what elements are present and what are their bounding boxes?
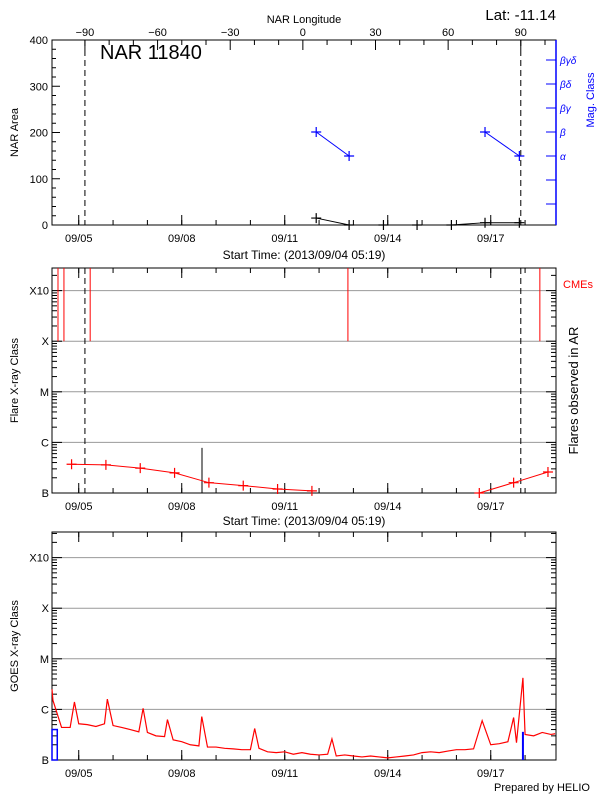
area-point (514, 217, 525, 228)
mag-series-line (315, 131, 350, 157)
longitude-tick-label: −30 (221, 27, 240, 39)
x-tick-label: 09/08 (168, 768, 196, 780)
area-point (446, 220, 457, 230)
longitude-tick-label: 60 (442, 27, 454, 39)
y-axis-label: Flare X-ray Class (9, 338, 21, 423)
latitude-label: Lat: -11.14 (485, 7, 556, 24)
x-tick-label: 09/11 (271, 768, 298, 780)
longitude-tick-label: −90 (76, 27, 95, 39)
footer-credit: Prepared by HELIO (494, 782, 590, 794)
x-tick-label: 09/08 (168, 233, 196, 245)
panel-frame (51, 531, 557, 761)
flare-point (272, 483, 283, 494)
y-tick-label: X (42, 336, 50, 348)
x-tick-label: 09/14 (374, 768, 402, 780)
y-axis-label: NAR Area (9, 107, 21, 157)
flare-series-line (71, 463, 312, 492)
area-point (311, 213, 322, 224)
longitude-tick-label: 30 (369, 27, 381, 39)
flare-point (169, 467, 180, 478)
x-tick-label: 09/05 (65, 233, 93, 245)
y-axis-label: GOES X-ray Class (9, 600, 21, 692)
mag-point (514, 151, 525, 161)
x-tick-label: 09/05 (65, 501, 93, 513)
y-tick-label: C (41, 437, 49, 449)
area-series-line (316, 217, 520, 226)
x-tick-label: 09/14 (374, 501, 402, 513)
flare-point (66, 459, 77, 470)
mag-tick-label: βδ (559, 80, 572, 91)
x-axis-label: Start Time: (2013/09/04 05:19) (223, 514, 386, 528)
y-tick-label: 400 (30, 35, 48, 47)
mag-tick-label: α (560, 152, 566, 163)
y2-axis-label: Flares observed in AR (566, 327, 581, 455)
longitude-tick-label: 0 (300, 27, 306, 39)
x-tick-label: 09/17 (477, 768, 505, 780)
y2-axis-label: Mag. Class (585, 72, 597, 128)
top-axis-label: NAR Longitude (267, 14, 342, 26)
area-point (344, 220, 355, 230)
x-tick-label: 09/08 (168, 501, 196, 513)
x-axis-label: Start Time: (2013/09/04 05:19) (223, 248, 386, 262)
mag-point (344, 151, 355, 161)
x-tick-label: 09/11 (271, 501, 298, 513)
flare-point (203, 477, 214, 488)
flare-point (306, 485, 317, 496)
flare-point (542, 467, 553, 478)
x-tick-label: 09/14 (374, 233, 402, 245)
longitude-tick-label: −60 (148, 27, 167, 39)
area-point (480, 217, 491, 228)
panel-frame (51, 267, 557, 494)
flare-point (508, 477, 519, 488)
y-tick-label: B (42, 488, 49, 500)
y-tick-label: 200 (30, 128, 48, 140)
y-tick-label: 300 (30, 81, 48, 93)
y-tick-label: B (42, 755, 49, 767)
y-tick-label: 100 (30, 174, 48, 186)
y-tick-label: M (40, 654, 49, 666)
area-point (378, 220, 389, 230)
x-tick-label: 09/05 (65, 768, 93, 780)
x-tick-label: 09/17 (477, 233, 505, 245)
goes-event-marker (51, 728, 59, 761)
flare-point (100, 459, 111, 470)
cme-label: CMEs (563, 279, 593, 291)
mag-tick-label: β (559, 128, 566, 139)
x-tick-label: 09/11 (271, 233, 298, 245)
mag-tick-label: βγδ (559, 56, 577, 67)
area-point (412, 220, 423, 230)
y-tick-label: X10 (29, 553, 49, 565)
flare-point (238, 480, 249, 491)
chart-title: NAR 11840 (100, 42, 202, 64)
mag-series-line (484, 131, 520, 157)
mag-point (480, 127, 491, 137)
x-tick-label: 09/17 (477, 501, 505, 513)
y-tick-label: X10 (29, 286, 49, 298)
y-tick-label: M (40, 387, 49, 399)
goes-flux-line (51, 677, 556, 759)
y-tick-label: 0 (42, 220, 48, 232)
y-tick-label: X (42, 603, 50, 615)
mag-point (311, 127, 322, 137)
y-tick-label: C (41, 704, 49, 716)
flare-point (135, 463, 146, 474)
mag-tick-label: βγ (559, 104, 572, 115)
flare-point (474, 488, 485, 498)
longitude-tick-label: 90 (515, 27, 527, 39)
